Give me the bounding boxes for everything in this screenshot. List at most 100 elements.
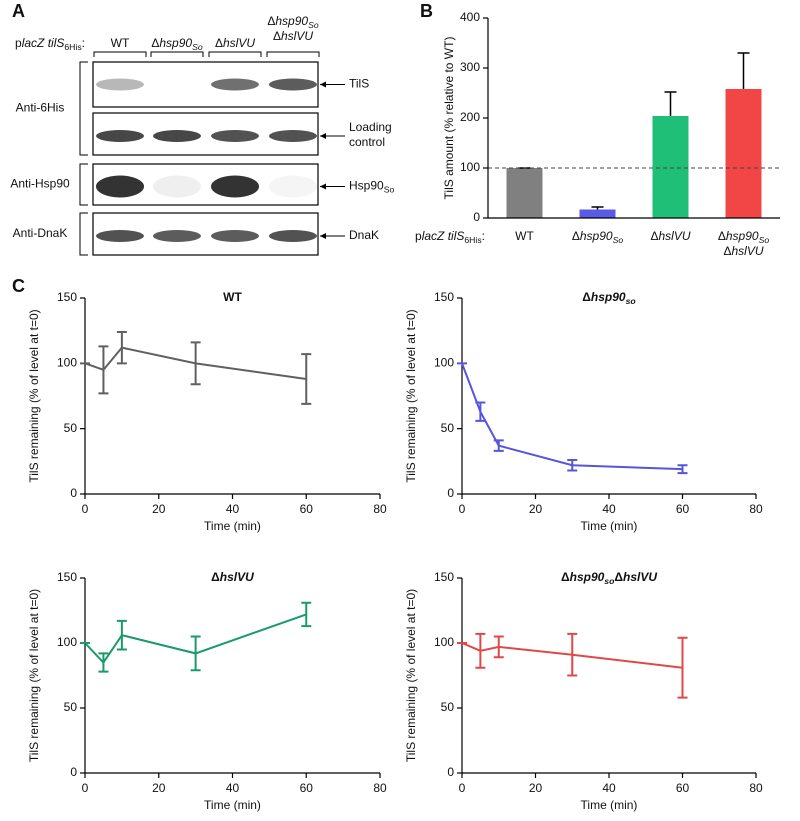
antibody-bracket bbox=[79, 212, 88, 256]
text-part: hsp90 bbox=[580, 229, 613, 243]
text-part: Δ bbox=[151, 36, 159, 50]
antibody-bracket bbox=[79, 163, 88, 206]
band bbox=[153, 230, 201, 242]
chart-title: WT bbox=[223, 290, 242, 304]
text-part: Δ bbox=[582, 290, 591, 304]
y-tick-label: 0 bbox=[473, 210, 480, 224]
lane-label: WT bbox=[111, 36, 130, 50]
lane-bracket bbox=[93, 51, 147, 57]
x-axis-label: Time (min) bbox=[204, 519, 261, 533]
panel-label: A bbox=[12, 1, 25, 21]
y-tick-label: 100 bbox=[57, 635, 77, 649]
text-part: : bbox=[482, 229, 485, 243]
band-label: Hsp90So bbox=[349, 179, 394, 195]
text-part: hslVU bbox=[623, 570, 657, 584]
text-part: So bbox=[613, 235, 624, 245]
text-part: 6His bbox=[64, 42, 81, 52]
text-part: Δ bbox=[718, 229, 726, 243]
x-tick-label: 40 bbox=[602, 502, 616, 516]
band bbox=[96, 130, 144, 142]
band bbox=[153, 130, 201, 142]
arrow-head bbox=[320, 81, 326, 88]
lane-bracket bbox=[266, 51, 320, 57]
series-line bbox=[461, 362, 683, 471]
x-axis-label: Time (min) bbox=[581, 519, 638, 533]
x-tick-label: ΔhslVU bbox=[650, 229, 690, 243]
text-part: lacZ tilS bbox=[22, 36, 65, 50]
text-part: Δ bbox=[572, 229, 580, 243]
text-part: hslVU bbox=[732, 244, 764, 258]
text-part: Δ bbox=[614, 570, 623, 584]
x-tick-label: 20 bbox=[152, 781, 166, 795]
y-axis-label: TilS remaining (% of level at t=0) bbox=[404, 589, 418, 762]
text-part: So bbox=[192, 42, 203, 52]
y-tick-label: 200 bbox=[460, 110, 480, 124]
x-tick-label: 20 bbox=[152, 502, 166, 516]
y-tick-label: 50 bbox=[441, 700, 455, 714]
y-tick-label: 100 bbox=[460, 160, 480, 174]
band bbox=[211, 175, 259, 198]
error-bar bbox=[677, 636, 688, 699]
text-part: Δ bbox=[215, 36, 223, 50]
y-tick-label: 100 bbox=[434, 635, 454, 649]
error-bar bbox=[493, 635, 504, 659]
x-tick-label: Δhsp90So bbox=[572, 229, 623, 245]
x-axis-prefix: placZ tilS6His: bbox=[415, 229, 485, 245]
y-axis-label: TilS remaining (% of level at t=0) bbox=[27, 309, 41, 482]
text-part: hslVU bbox=[223, 36, 255, 50]
y-axis-label: TilS remaining (% of level at t=0) bbox=[404, 309, 418, 482]
text-part: hslVU bbox=[220, 570, 254, 584]
text-part: hsp90 bbox=[159, 36, 192, 50]
band bbox=[269, 78, 317, 91]
band-label: control bbox=[349, 135, 385, 149]
bar bbox=[579, 209, 616, 218]
x-tick-label: 0 bbox=[82, 502, 89, 516]
y-tick-label: 150 bbox=[434, 290, 454, 304]
y-axis-label: TilS amount (% relative to WT) bbox=[442, 37, 456, 200]
band bbox=[269, 230, 317, 242]
band bbox=[96, 78, 144, 91]
y-tick-label: 150 bbox=[434, 570, 454, 584]
text-part: hsp90 bbox=[570, 570, 605, 584]
error-bar bbox=[116, 619, 127, 651]
band-label: DnaK bbox=[349, 228, 379, 242]
antibody-bracket bbox=[79, 61, 88, 156]
x-tick-label: 60 bbox=[676, 781, 690, 795]
text-part: So bbox=[308, 20, 319, 30]
x-tick-label: 80 bbox=[749, 781, 763, 795]
antibody-label: Anti-DnaK bbox=[13, 226, 68, 240]
axis-line bbox=[461, 578, 756, 774]
bar bbox=[506, 168, 543, 218]
band bbox=[211, 78, 259, 91]
axis-line bbox=[84, 578, 380, 774]
lane-bracket bbox=[208, 51, 262, 57]
lane-label: ΔhslVU bbox=[215, 36, 255, 50]
y-tick-label: 50 bbox=[64, 700, 78, 714]
error-bar bbox=[567, 632, 578, 677]
x-tick-label: WT bbox=[515, 229, 534, 243]
x-tick-label: 20 bbox=[529, 502, 543, 516]
y-tick-label: 0 bbox=[447, 486, 454, 500]
x-tick-label: 20 bbox=[529, 781, 543, 795]
error-bar bbox=[475, 401, 486, 422]
chart-title: ΔhslVU bbox=[211, 570, 254, 584]
x-tick-label: 40 bbox=[226, 502, 240, 516]
lane-label: Δhsp90So bbox=[151, 36, 202, 52]
error-bar bbox=[190, 635, 201, 672]
band-label: TilS bbox=[349, 77, 369, 91]
error-bar bbox=[301, 601, 312, 628]
x-tick-label: 0 bbox=[459, 781, 466, 795]
text-part: hsp90 bbox=[275, 14, 308, 28]
error-bar bbox=[737, 52, 750, 89]
y-tick-label: 0 bbox=[70, 486, 77, 500]
error-bar bbox=[677, 464, 688, 475]
text-part: so bbox=[604, 576, 614, 586]
chart-title: Δhsp90soΔhslVU bbox=[561, 570, 657, 586]
x-tick-label: 40 bbox=[602, 781, 616, 795]
error-bar bbox=[567, 459, 578, 472]
text-part: Δ bbox=[723, 244, 731, 258]
antibody-label: Anti-Hsp90 bbox=[10, 177, 70, 191]
text-part: hslVU bbox=[281, 29, 313, 43]
